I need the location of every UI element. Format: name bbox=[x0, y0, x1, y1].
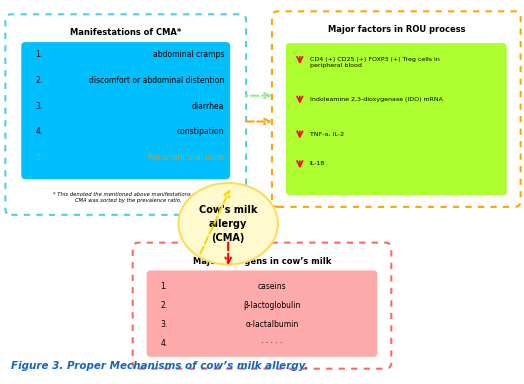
Text: 1.: 1. bbox=[160, 282, 168, 291]
Text: constipation: constipation bbox=[177, 127, 224, 136]
Ellipse shape bbox=[179, 183, 278, 265]
Text: α-lactalbumin: α-lactalbumin bbox=[245, 320, 299, 329]
Text: * This denoted the mentioned above manifestations of
   CMA was sorted by the pr: * This denoted the mentioned above manif… bbox=[53, 192, 198, 203]
FancyBboxPatch shape bbox=[147, 270, 377, 357]
Text: 1.: 1. bbox=[35, 50, 42, 59]
Text: CD4 (+) CD25 (+) FOXP3 (+) Treg cells in
peripheral blood: CD4 (+) CD25 (+) FOXP3 (+) Treg cells in… bbox=[310, 57, 440, 68]
Text: Cow's milk
allergy
(CMA): Cow's milk allergy (CMA) bbox=[199, 205, 257, 243]
Text: Recurrent oral ulcer: Recurrent oral ulcer bbox=[148, 153, 224, 162]
Text: 3.: 3. bbox=[160, 320, 168, 329]
Text: 3.: 3. bbox=[35, 102, 42, 111]
FancyBboxPatch shape bbox=[133, 243, 391, 369]
FancyBboxPatch shape bbox=[5, 14, 246, 215]
FancyBboxPatch shape bbox=[21, 42, 230, 179]
Text: Manifestations of CMA*: Manifestations of CMA* bbox=[70, 28, 181, 37]
Text: Indoleamine 2,3-dioxygenase (IDO) mRNA: Indoleamine 2,3-dioxygenase (IDO) mRNA bbox=[310, 97, 443, 102]
Text: 4.: 4. bbox=[160, 339, 168, 348]
Text: 5.: 5. bbox=[35, 153, 42, 162]
Text: · · · · ·: · · · · · bbox=[261, 339, 282, 348]
Text: discomfort or abdominal distention: discomfort or abdominal distention bbox=[89, 76, 224, 85]
Text: IL-18: IL-18 bbox=[310, 161, 325, 166]
Text: abdominal cramps: abdominal cramps bbox=[153, 50, 224, 59]
Text: 2.: 2. bbox=[35, 76, 42, 85]
Text: 4.: 4. bbox=[35, 127, 42, 136]
Text: β-lactoglobulin: β-lactoglobulin bbox=[243, 301, 301, 310]
FancyBboxPatch shape bbox=[272, 11, 521, 207]
FancyBboxPatch shape bbox=[286, 43, 507, 195]
Text: Major factors in ROU process: Major factors in ROU process bbox=[328, 25, 465, 34]
Text: TNF-α, IL-2: TNF-α, IL-2 bbox=[310, 131, 344, 136]
Text: diarrhea: diarrhea bbox=[192, 102, 224, 111]
Text: Major allergens in cow’s milk: Major allergens in cow’s milk bbox=[193, 257, 331, 265]
Text: Figure 3. Proper Mechanisms of cow’s milk allergy.: Figure 3. Proper Mechanisms of cow’s mil… bbox=[12, 361, 309, 371]
Text: caseins: caseins bbox=[258, 282, 286, 291]
Text: 2.: 2. bbox=[160, 301, 168, 310]
